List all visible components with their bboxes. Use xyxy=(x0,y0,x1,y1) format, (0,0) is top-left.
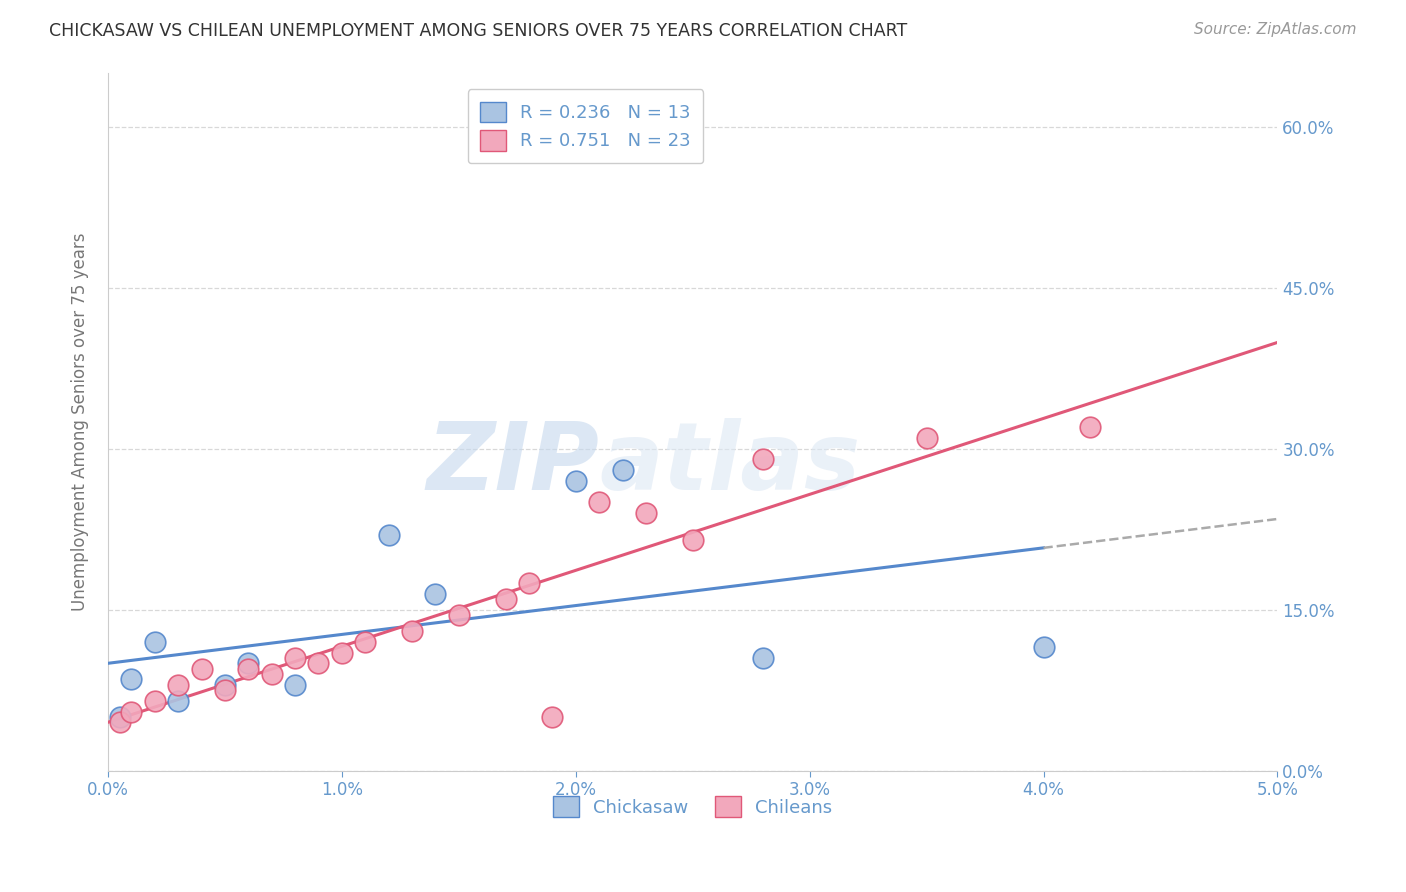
Point xyxy=(752,651,775,665)
Point xyxy=(214,678,236,692)
Point xyxy=(260,667,283,681)
Legend: Chickasaw, Chileans: Chickasaw, Chileans xyxy=(546,789,839,824)
Point xyxy=(1078,420,1101,434)
Point xyxy=(214,683,236,698)
Point xyxy=(915,431,938,445)
Point xyxy=(167,678,190,692)
Point xyxy=(1032,640,1054,655)
Point xyxy=(238,657,260,671)
Point xyxy=(284,678,307,692)
Point xyxy=(143,635,166,649)
Point xyxy=(120,673,142,687)
Point xyxy=(354,635,377,649)
Point xyxy=(634,506,657,520)
Y-axis label: Unemployment Among Seniors over 75 years: Unemployment Among Seniors over 75 years xyxy=(72,233,89,611)
Point xyxy=(517,575,540,590)
Point xyxy=(238,662,260,676)
Point xyxy=(330,646,353,660)
Point xyxy=(401,624,423,639)
Point xyxy=(564,474,586,488)
Point xyxy=(284,651,307,665)
Point xyxy=(167,694,190,708)
Point xyxy=(682,533,704,547)
Point xyxy=(120,705,142,719)
Text: ZIP: ZIP xyxy=(426,417,599,509)
Point xyxy=(190,662,212,676)
Point xyxy=(612,463,634,477)
Point xyxy=(447,608,470,623)
Point xyxy=(541,710,564,724)
Point xyxy=(495,591,517,606)
Text: CHICKASAW VS CHILEAN UNEMPLOYMENT AMONG SENIORS OVER 75 YEARS CORRELATION CHART: CHICKASAW VS CHILEAN UNEMPLOYMENT AMONG … xyxy=(49,22,907,40)
Point xyxy=(143,694,166,708)
Point xyxy=(108,710,131,724)
Point xyxy=(425,586,447,600)
Text: Source: ZipAtlas.com: Source: ZipAtlas.com xyxy=(1194,22,1357,37)
Point xyxy=(752,452,775,467)
Point xyxy=(108,715,131,730)
Text: atlas: atlas xyxy=(599,417,860,509)
Point xyxy=(588,495,610,509)
Point xyxy=(308,657,330,671)
Point xyxy=(377,527,399,541)
